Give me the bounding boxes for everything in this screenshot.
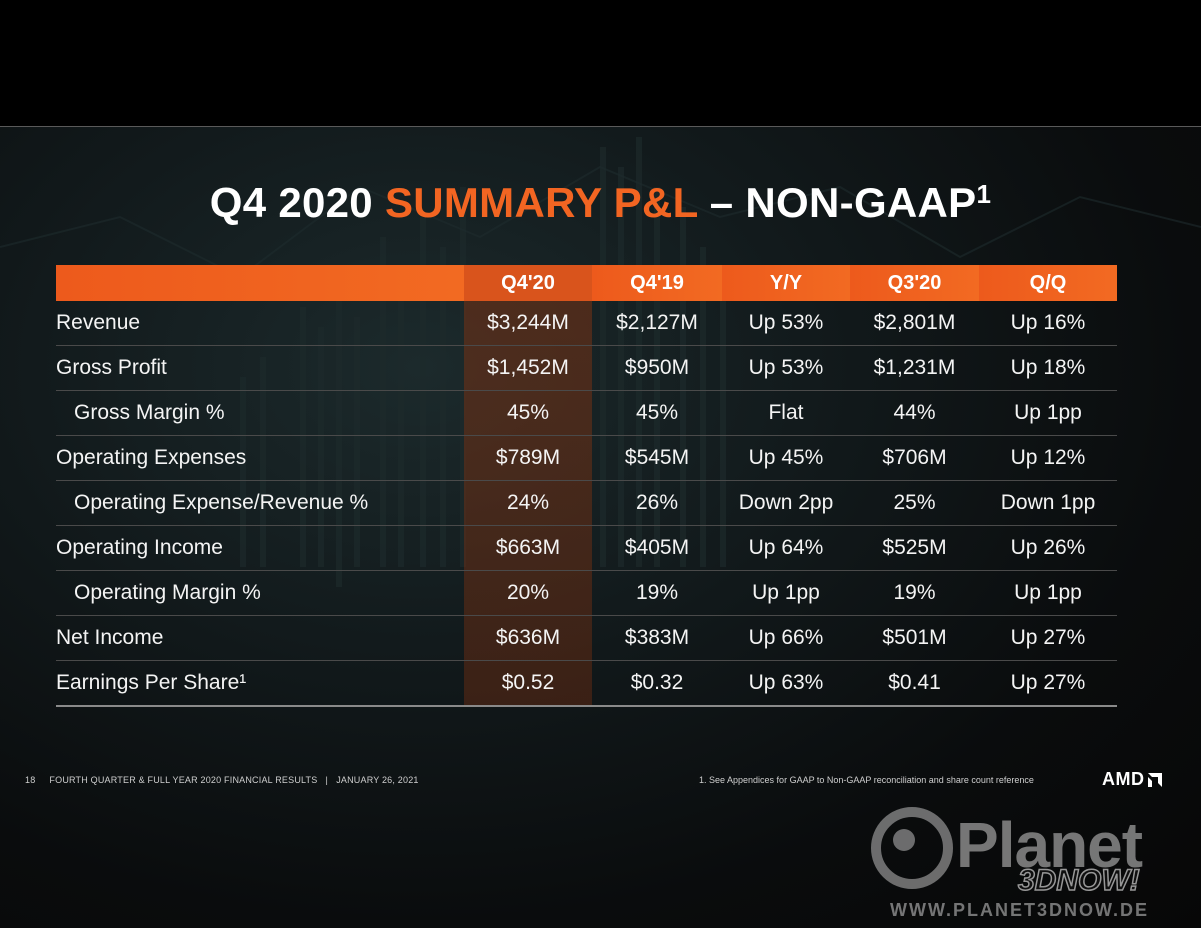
page-number: 18 [25,775,36,785]
cell-q320: 19% [850,570,979,616]
header-q419: Q4'19 [592,265,722,301]
table-row: Revenue $3,244M $2,127M Up 53% $2,801M U… [56,301,1117,346]
row-label: Operating Expenses [56,435,464,481]
row-label: Earnings Per Share¹ [56,660,464,707]
row-label: Revenue [56,301,464,346]
cell-q420: $789M [464,435,592,481]
cell-yy: Flat [722,390,850,436]
row-label: Operating Expense/Revenue % [56,480,464,526]
cell-q420: $663M [464,525,592,571]
table-row: Gross Margin % 45% 45% Flat 44% Up 1pp [56,390,1117,436]
cell-yy: Up 53% [722,345,850,391]
cell-q320: $501M [850,615,979,661]
footnote: 1. See Appendices for GAAP to Non-GAAP r… [699,775,1034,785]
header-yy: Y/Y [722,265,850,301]
row-label: Operating Margin % [56,570,464,616]
watermark: Planet 3DNOW! WWW.PLANET3DNOW.DE [868,800,1198,925]
cell-q419: $545M [592,435,722,481]
cell-qq: Up 27% [979,660,1117,707]
cell-yy: Up 63% [722,660,850,707]
slide-title: Q4 2020 SUMMARY P&L – NON-GAAP1 [0,175,1201,231]
top-black-band [0,0,1201,127]
cell-q420: 45% [464,390,592,436]
table-row: Net Income $636M $383M Up 66% $501M Up 2… [56,615,1117,661]
cell-q419: $0.32 [592,660,722,707]
watermark-sub: 3DNOW! [1017,863,1140,898]
cell-qq: Up 26% [979,525,1117,571]
cell-q320: 44% [850,390,979,436]
cell-qq: Up 1pp [979,570,1117,616]
cell-qq: Up 12% [979,435,1117,481]
cell-yy: Up 64% [722,525,850,571]
cell-q320: $706M [850,435,979,481]
footer-left: 18 FOURTH QUARTER & FULL YEAR 2020 FINANC… [25,775,419,785]
cell-q420: $3,244M [464,301,592,346]
cell-q420: $0.52 [464,660,592,707]
header-label [56,265,464,301]
cell-q419: 19% [592,570,722,616]
title-superscript: 1 [976,179,992,209]
summary-pl-table: Q4'20 Q4'19 Y/Y Q3'20 Q/Q Revenue $3,244… [56,265,1117,707]
cell-qq: Up 16% [979,301,1117,346]
cell-qq: Down 1pp [979,480,1117,526]
title-part-2: – NON-GAAP [697,179,977,226]
title-part-1: Q4 2020 [209,179,385,226]
title-accent: SUMMARY P&L [384,179,698,226]
cell-q320: $2,801M [850,301,979,346]
row-label: Gross Margin % [56,390,464,436]
cell-yy: Down 2pp [722,480,850,526]
row-label: Gross Profit [56,345,464,391]
planet-logo-icon [871,807,953,889]
table-row: Operating Margin % 20% 19% Up 1pp 19% Up… [56,570,1117,616]
cell-q419: 45% [592,390,722,436]
amd-logo: AMD [1102,769,1163,790]
cell-q419: $950M [592,345,722,391]
cell-yy: Up 1pp [722,570,850,616]
cell-q320: $525M [850,525,979,571]
cell-q320: 25% [850,480,979,526]
watermark-name: Planet [956,809,1143,881]
table-row: Operating Expenses $789M $545M Up 45% $7… [56,435,1117,481]
cell-yy: Up 66% [722,615,850,661]
footer-title: FOURTH QUARTER & FULL YEAR 2020 FINANCIA… [49,775,419,785]
header-q320: Q3'20 [850,265,979,301]
table-row: Operating Expense/Revenue % 24% 26% Down… [56,480,1117,526]
row-label: Net Income [56,615,464,661]
cell-qq: Up 27% [979,615,1117,661]
cell-yy: Up 45% [722,435,850,481]
cell-q420: $636M [464,615,592,661]
table-row: Gross Profit $1,452M $950M Up 53% $1,231… [56,345,1117,391]
cell-q419: 26% [592,480,722,526]
cell-qq: Up 1pp [979,390,1117,436]
cell-q320: $0.41 [850,660,979,707]
cell-q420: 24% [464,480,592,526]
cell-q419: $2,127M [592,301,722,346]
header-qq: Q/Q [979,265,1117,301]
amd-arrow-icon [1147,772,1162,787]
watermark-url: WWW.PLANET3DNOW.DE [890,900,1149,920]
cell-q420: 20% [464,570,592,616]
cell-yy: Up 53% [722,301,850,346]
cell-q419: $383M [592,615,722,661]
cell-q420: $1,452M [464,345,592,391]
table-row: Earnings Per Share¹ $0.52 $0.32 Up 63% $… [56,660,1117,707]
cell-q320: $1,231M [850,345,979,391]
table-row: Operating Income $663M $405M Up 64% $525… [56,525,1117,571]
row-label: Operating Income [56,525,464,571]
amd-logo-text: AMD [1102,769,1145,789]
cell-q419: $405M [592,525,722,571]
table-header-row: Q4'20 Q4'19 Y/Y Q3'20 Q/Q [56,265,1117,301]
header-q420: Q4'20 [464,265,592,301]
cell-qq: Up 18% [979,345,1117,391]
